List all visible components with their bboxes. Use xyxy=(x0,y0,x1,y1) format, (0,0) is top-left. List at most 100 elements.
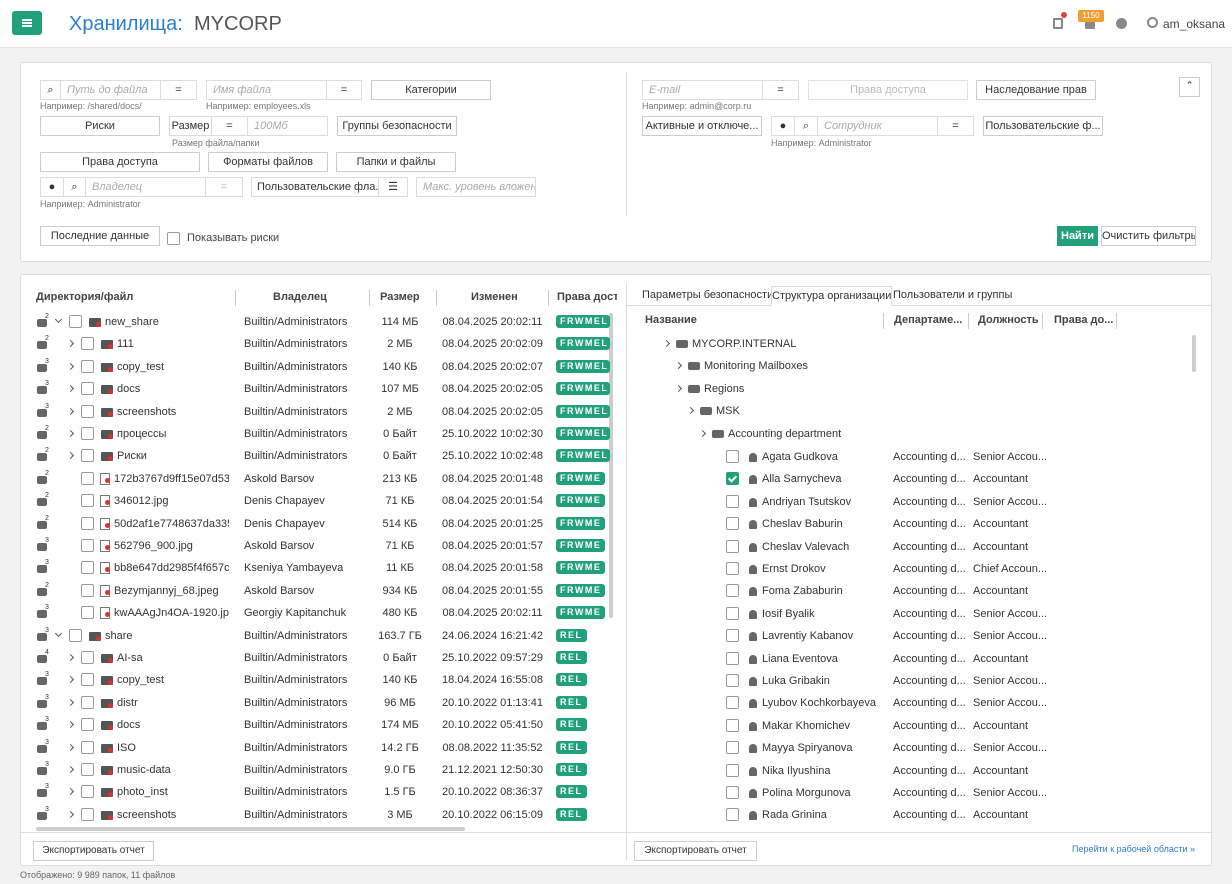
user-checkbox[interactable] xyxy=(726,540,739,553)
row-checkbox[interactable] xyxy=(81,785,94,798)
filename-operator[interactable]: = xyxy=(326,80,362,100)
row-checkbox[interactable] xyxy=(81,494,94,507)
user-checkbox[interactable] xyxy=(726,629,739,642)
file-name[interactable]: Bezymjannyj_68.jpeg xyxy=(114,585,229,598)
column-header[interactable]: Размер xyxy=(380,291,420,303)
file-name[interactable]: Риски xyxy=(117,450,229,463)
org-node[interactable]: MYCORP.INTERNAL xyxy=(692,338,796,351)
file-name[interactable]: music-data xyxy=(117,764,229,777)
user-name[interactable]: Polina Morgunova xyxy=(762,787,890,800)
user-name[interactable]: Makar Khomichev xyxy=(762,720,890,733)
row-checkbox[interactable] xyxy=(81,561,94,574)
row-checkbox[interactable] xyxy=(81,741,94,754)
export-button[interactable]: Экспортировать отчет xyxy=(634,841,757,861)
user-checkbox[interactable] xyxy=(726,450,739,463)
vertical-scrollbar[interactable] xyxy=(609,313,613,618)
user-custom-flags-dropdown[interactable]: Пользовательские ф... xyxy=(983,116,1103,136)
column-header[interactable]: Название xyxy=(645,314,875,326)
column-header[interactable]: Права дост xyxy=(557,291,617,303)
row-checkbox[interactable] xyxy=(69,315,82,328)
row-checkbox[interactable] xyxy=(81,696,94,709)
size-input[interactable]: 100Мб xyxy=(247,116,328,136)
path-operator[interactable]: = xyxy=(160,80,197,100)
file-name[interactable]: new_share xyxy=(105,316,229,329)
email-input[interactable]: E-mail xyxy=(642,80,763,100)
column-header[interactable]: Директория/файл xyxy=(36,291,231,303)
user-name[interactable]: Cheslav Baburin xyxy=(762,518,890,531)
folders-files-dropdown[interactable]: Папки и файлы xyxy=(336,152,456,172)
path-input[interactable]: Путь до файла xyxy=(60,80,161,100)
file-name[interactable]: distr xyxy=(117,697,229,710)
user-name[interactable]: Lyubov Kochkorbayeva xyxy=(762,697,890,710)
column-header[interactable]: Права до... xyxy=(1054,314,1114,326)
user-name[interactable]: Lavrentiy Kabanov xyxy=(762,630,890,643)
tab[interactable]: Пользователи и группы xyxy=(893,286,1012,306)
file-name[interactable]: photo_inst xyxy=(117,786,229,799)
row-checkbox[interactable] xyxy=(81,763,94,776)
file-name[interactable]: copy_test xyxy=(117,361,229,374)
row-checkbox[interactable] xyxy=(81,382,94,395)
menu-button[interactable] xyxy=(12,11,42,35)
export-button[interactable]: Экспортировать отчет xyxy=(33,841,154,861)
user-checkbox[interactable] xyxy=(726,652,739,665)
file-name[interactable]: AI-sa xyxy=(117,652,229,665)
workspace-link[interactable]: Перейти к рабочей области » xyxy=(1060,844,1195,854)
file-name[interactable]: docs xyxy=(117,383,229,396)
user-checkbox[interactable] xyxy=(726,808,739,821)
row-checkbox[interactable] xyxy=(81,337,94,350)
user-checkbox[interactable] xyxy=(726,696,739,709)
user-name[interactable]: Liana Eventova xyxy=(762,653,890,666)
user-checkbox[interactable] xyxy=(726,719,739,732)
access-rights-dropdown[interactable]: Права доступа xyxy=(40,152,200,172)
employee-operator[interactable]: = xyxy=(937,116,974,136)
list-icon[interactable]: ☰ xyxy=(378,177,408,197)
file-formats-dropdown[interactable]: Форматы файлов xyxy=(208,152,328,172)
row-checkbox[interactable] xyxy=(81,673,94,686)
custom-flags-dropdown[interactable]: Пользовательские фла... xyxy=(251,177,379,197)
file-name[interactable]: share xyxy=(105,630,229,643)
user-name[interactable]: Iosif Byalik xyxy=(762,608,890,621)
recent-data-dropdown[interactable]: Последние данные xyxy=(40,226,160,246)
user-name[interactable]: am_oksana xyxy=(1163,16,1225,32)
row-checkbox[interactable] xyxy=(69,629,82,642)
user-checkbox[interactable] xyxy=(726,764,739,777)
user-checkbox[interactable] xyxy=(726,517,739,530)
row-checkbox[interactable] xyxy=(81,606,94,619)
active-disabled-dropdown[interactable]: Активные и отключе... xyxy=(642,116,762,136)
user-name[interactable]: Foma Zababurin xyxy=(762,585,890,598)
row-checkbox[interactable] xyxy=(81,651,94,664)
user-checkbox[interactable] xyxy=(726,584,739,597)
row-checkbox[interactable] xyxy=(81,584,94,597)
size-operator[interactable]: = xyxy=(211,116,248,136)
max-depth-input[interactable]: Макс. уровень вложенн xyxy=(416,177,536,197)
file-name[interactable]: 172b3767d9ff15e07d53 xyxy=(114,473,229,486)
employee-input[interactable]: Сотрудник xyxy=(817,116,938,136)
user-checkbox[interactable] xyxy=(726,674,739,687)
file-name[interactable]: screenshots xyxy=(117,406,229,419)
security-groups-dropdown[interactable]: Группы безопасности xyxy=(337,116,457,136)
collapse-button[interactable]: ˆ xyxy=(1179,77,1200,97)
user-name[interactable]: Cheslav Valevach xyxy=(762,541,890,554)
row-checkbox[interactable] xyxy=(81,360,94,373)
org-node[interactable]: MSK xyxy=(716,405,740,418)
file-name[interactable]: docs xyxy=(117,719,229,732)
org-node[interactable]: Accounting department xyxy=(728,428,841,441)
file-name[interactable]: 50d2af1e7748637da335 xyxy=(114,518,229,531)
user-checkbox[interactable] xyxy=(726,607,739,620)
tasks-icon[interactable] xyxy=(1053,18,1063,29)
column-header[interactable]: Департаме... xyxy=(894,314,966,326)
inheritance-dropdown[interactable]: Наследование прав xyxy=(976,80,1096,100)
row-checkbox[interactable] xyxy=(81,539,94,552)
user-name[interactable]: Mayya Spiryanova xyxy=(762,742,890,755)
tab[interactable]: Структура организации xyxy=(771,286,892,306)
show-risks-checkbox[interactable] xyxy=(167,232,180,245)
user-checkbox[interactable] xyxy=(726,562,739,575)
owner-input[interactable]: Владелец xyxy=(85,177,206,197)
file-name[interactable]: процессы xyxy=(117,428,229,441)
row-checkbox[interactable] xyxy=(81,427,94,440)
user-name[interactable]: Andriyan Tsutskov xyxy=(762,496,890,509)
row-checkbox[interactable] xyxy=(81,517,94,530)
org-node[interactable]: Regions xyxy=(704,383,744,396)
user-name[interactable]: Agata Gudkova xyxy=(762,451,890,464)
column-header[interactable]: Изменен xyxy=(445,291,560,303)
